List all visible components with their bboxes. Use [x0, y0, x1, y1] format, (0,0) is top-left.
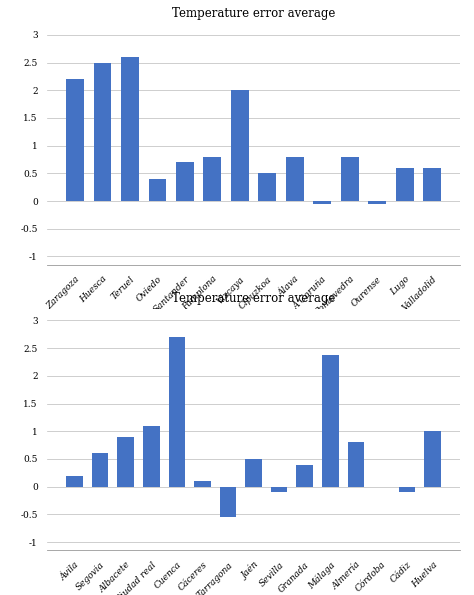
Bar [396, 168, 414, 201]
Bar [347, 442, 364, 487]
Bar [194, 481, 211, 487]
Bar [168, 337, 185, 487]
Bar [341, 156, 359, 201]
Bar [424, 431, 441, 487]
Bar [66, 475, 83, 487]
Bar [148, 179, 166, 201]
Title: Temperature error average: Temperature error average [172, 7, 335, 20]
Bar [322, 355, 339, 487]
Bar [423, 168, 441, 201]
Bar [296, 465, 313, 487]
Bar [313, 201, 331, 204]
Bar [231, 90, 249, 201]
Title: Temperature error average: Temperature error average [172, 293, 335, 305]
Bar [286, 156, 304, 201]
Bar [118, 437, 134, 487]
Bar [271, 487, 288, 492]
Bar [93, 62, 111, 201]
Bar [219, 487, 237, 517]
Bar [245, 459, 262, 487]
Bar [368, 201, 386, 204]
Bar [66, 79, 84, 201]
Bar [258, 173, 276, 201]
Bar [399, 487, 415, 492]
Bar [121, 57, 139, 201]
Bar [92, 453, 109, 487]
Bar [176, 162, 194, 201]
Bar [203, 156, 221, 201]
Bar [143, 426, 160, 487]
Text: (a): (a) [245, 433, 262, 446]
Legend: Temperature error average: Temperature error average [178, 382, 329, 400]
